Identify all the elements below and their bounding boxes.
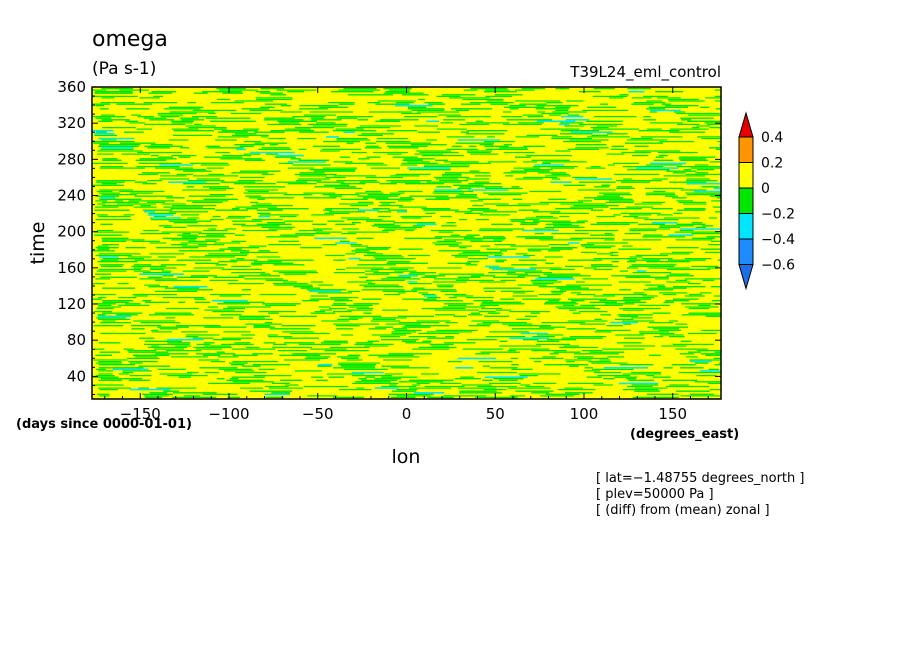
annotation-lat: [ lat=−1.48755 degrees_north ] <box>596 471 804 486</box>
x-axis-label: lon <box>392 446 421 468</box>
colorbar-box <box>738 162 754 189</box>
chart-title: omega <box>92 27 168 52</box>
y-tick-label: 120 <box>57 295 86 313</box>
x-tick-label: −150 <box>120 405 161 423</box>
colorbar-extend-high <box>738 111 754 138</box>
y-tick-label: 80 <box>67 331 86 349</box>
y-tick-label: 280 <box>57 150 86 168</box>
y-tick-label: 240 <box>57 187 86 205</box>
colorbar-label: 0 <box>761 181 770 197</box>
colorbar-box <box>738 136 754 163</box>
y-tick-label: 320 <box>57 114 86 132</box>
heatmap-streaks <box>92 87 721 399</box>
colorbar-label: 0.2 <box>761 156 783 172</box>
colorbar-extend-low <box>738 264 754 291</box>
x-tick-label: −100 <box>208 405 249 423</box>
colorbar-box <box>738 213 754 240</box>
y-tick-label: 200 <box>57 223 86 241</box>
plot-area <box>91 86 722 400</box>
colorbar-box <box>738 238 754 265</box>
x-tick-label: 150 <box>658 405 687 423</box>
x-axis-ticks: −150 −100 −50 0 50 100 150 <box>104 87 709 423</box>
negative-omega-streaks <box>92 87 721 399</box>
x-tick-label: 50 <box>486 405 505 423</box>
colorbar-box <box>738 187 754 214</box>
x-tick-label: −50 <box>302 405 334 423</box>
annotation-plev: [ plev=50000 Pa ] <box>596 487 714 502</box>
colorbar: 0.4 0.2 0 −0.2 −0.4 −0.6 <box>738 111 795 291</box>
x-tick-label: 0 <box>402 405 412 423</box>
y-axis-ticks: 40 80 120 160 200 240 280 320 360 <box>57 78 721 395</box>
x-axis-units: (degrees_east) <box>630 427 739 442</box>
x-tick-label: 100 <box>570 405 599 423</box>
colorbar-label: 0.4 <box>761 130 783 146</box>
y-axis-units: (days since 0000-01-01) <box>16 417 192 432</box>
y-tick-label: 40 <box>67 367 86 385</box>
run-label: T39L24_eml_control <box>569 63 721 82</box>
colorbar-label: −0.2 <box>761 207 795 223</box>
y-tick-label: 160 <box>57 259 86 277</box>
strong-negative-omega-patches <box>92 90 721 396</box>
y-tick-label: 360 <box>57 78 86 96</box>
colorbar-label: −0.4 <box>761 232 795 248</box>
chart-subtitle: (Pa s-1) <box>92 59 156 79</box>
colorbar-label: −0.6 <box>761 258 795 274</box>
annotation-diff: [ (diff) from (mean) zonal ] <box>596 503 770 518</box>
y-axis-label: time <box>27 222 49 265</box>
